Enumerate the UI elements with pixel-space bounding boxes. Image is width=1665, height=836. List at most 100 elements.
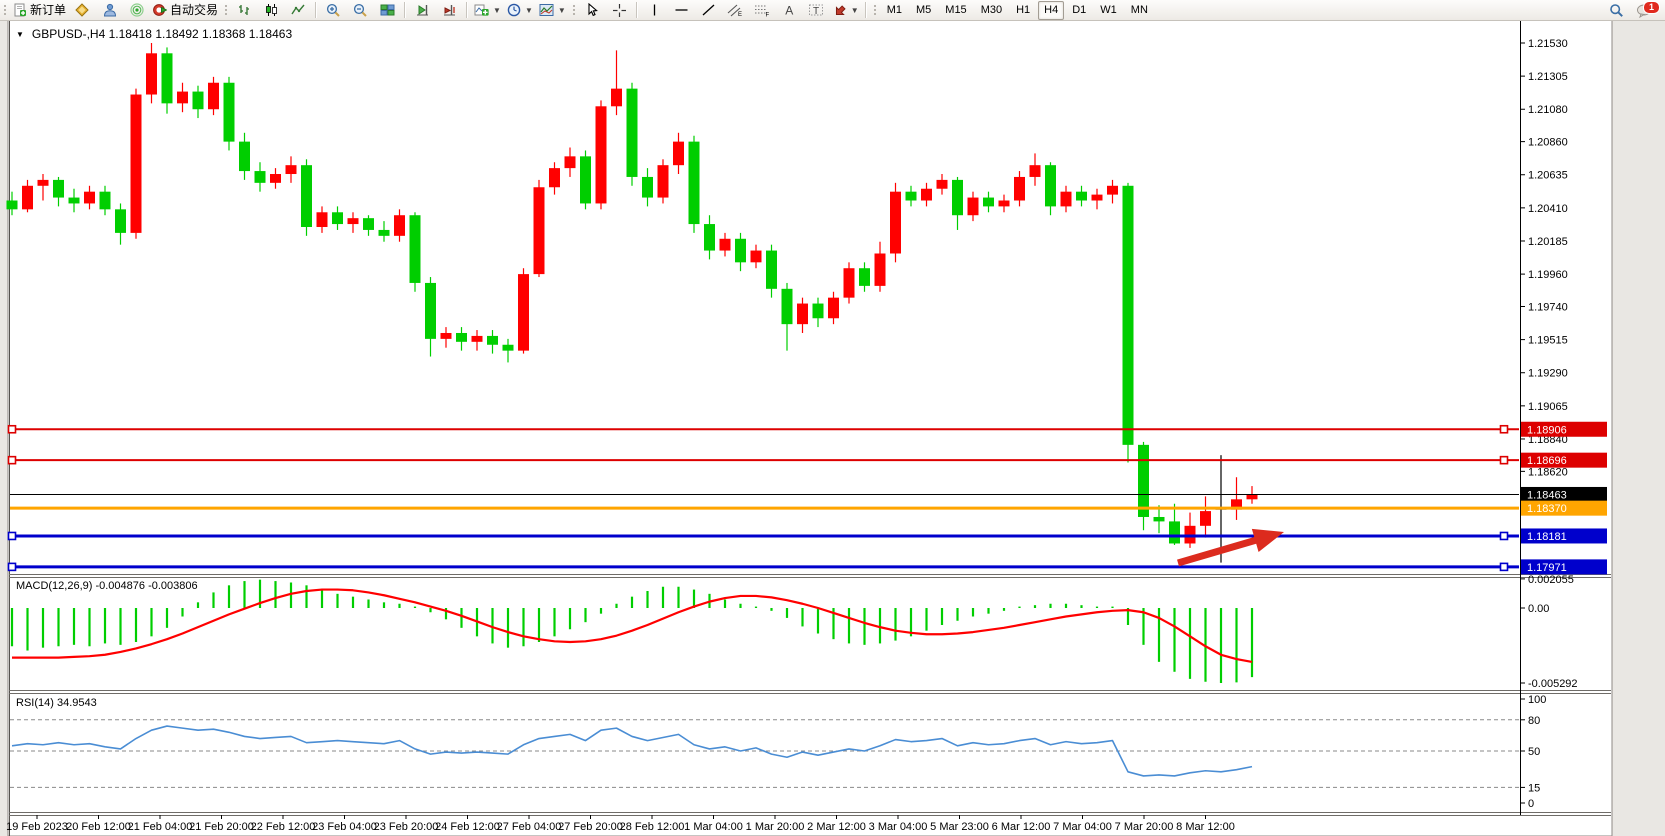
toolbar-grip[interactable] [2,3,7,17]
candle-body [657,165,669,198]
rsi-line [11,725,1253,777]
fibonacci-button[interactable]: F [749,0,776,20]
timeframe-button-W1[interactable]: W1 [1100,4,1117,16]
candle-body [781,288,793,325]
price-label-1.17971: 1.17971 [1527,562,1567,574]
timeframe-button-H1[interactable]: H1 [1016,4,1031,16]
time-tick-label: 21 Feb 04:00 [128,821,193,833]
timeframe-button-MN[interactable]: MN [1130,4,1148,16]
line-handle[interactable] [1499,531,1509,541]
annotation-arrow[interactable] [1177,528,1284,567]
line-handle[interactable] [7,531,17,541]
timeframe-button-H4[interactable]: H4 [1038,0,1065,20]
periods-dropdown-caret: ▼ [524,5,533,15]
toolbar-grip[interactable] [223,3,229,17]
candle-body [208,82,219,110]
candle-body [766,250,777,289]
candlestick-chart-button[interactable] [258,0,285,20]
price-tick-label: 1.18840 [1528,434,1568,446]
line-chart-button[interactable] [285,0,312,20]
candle-body [192,91,204,110]
time-tick-label: 7 Mar 04:00 [1053,821,1112,833]
text-button[interactable]: A [776,0,803,20]
toolbar-right: 1 [1603,0,1661,20]
candle-body [1169,521,1180,544]
candle-body [890,191,901,254]
tile-windows-button[interactable] [374,0,401,20]
candle-body [921,188,932,201]
candle-body [1014,176,1025,201]
toolbar-grip[interactable] [570,3,576,17]
price-tick-label: 1.21305 [1528,71,1568,83]
line-handle[interactable] [7,562,17,572]
time-tick-label: 7 Mar 20:00 [1115,821,1174,833]
rsi-tick-label: 80 [1528,715,1540,727]
time-tick-label: 2 Mar 12:00 [807,821,866,833]
profile-button[interactable] [96,0,123,20]
timeframe-button-M1[interactable]: M1 [886,4,902,16]
line-handle[interactable] [1499,424,1509,434]
time-tick-label: 1 Mar 20:00 [746,821,805,833]
timeframe-button-M5[interactable]: M5 [916,4,932,16]
zoom-out-button[interactable] [347,0,374,20]
price-label-1.18370: 1.18370 [1527,503,1567,515]
text-label-button[interactable]: T [803,0,830,20]
line-handle[interactable] [7,424,17,434]
bar-chart-button[interactable] [231,0,258,20]
chart-shift-button[interactable] [436,0,463,20]
price-tick-label: 1.20635 [1528,170,1568,182]
candlestick-chart-icon [264,3,279,17]
chart-window [7,19,1613,836]
line-handle[interactable] [1499,562,1509,572]
styler-button[interactable] [69,0,96,20]
search-button[interactable] [1603,0,1630,20]
candle-body [471,335,483,342]
toolbar-grip[interactable] [871,3,877,17]
candle-body [998,200,1010,207]
arrows-button[interactable]: ▼ [830,0,862,20]
price-label-1.18906: 1.18906 [1527,424,1567,436]
notification-badge: 1 [1643,1,1660,14]
macd-tick-label: -0.005292 [1528,678,1578,690]
rsi-tick-label: 50 [1528,746,1540,758]
timeframe-button-M30[interactable]: M30 [980,4,1003,16]
equidistant-channel-button[interactable]: E [722,0,749,20]
line-handle[interactable] [1499,455,1509,465]
candle-body [1045,165,1056,207]
timeframe-button-M15[interactable]: M15 [945,4,967,16]
indicators-button[interactable]: ▼ [471,0,504,20]
auto-trading-button[interactable]: 自动交易 [150,0,221,20]
clock-icon [507,3,521,17]
candle-body [316,212,328,227]
macd-tick-label: 0.002055 [1528,574,1574,586]
trendline-button[interactable] [695,0,722,20]
time-tick-label: 20 Feb 12:00 [66,821,131,833]
timeframe-button-D1[interactable]: D1 [1072,4,1087,16]
new-order-button[interactable]: 新订单 [10,0,69,20]
cursor-button[interactable] [579,0,606,20]
price-tick-label: 1.19290 [1528,368,1568,380]
vertical-line-button[interactable] [641,0,668,20]
line-handle[interactable] [7,455,17,465]
toolbar-separator [635,2,638,18]
periods-button[interactable]: ▼ [504,0,536,20]
candle-body [347,218,359,225]
time-tick-label: 19 Feb 2023 [6,821,68,833]
candle-body [595,106,607,204]
templates-button[interactable]: ▼ [536,0,569,20]
zoom-in-button[interactable] [320,0,347,20]
crosshair-button[interactable] [606,0,633,20]
candle-body [1091,194,1103,201]
auto-scroll-button[interactable] [409,0,436,20]
notifications-button[interactable]: 1 [1630,0,1660,20]
signals-button[interactable] [123,0,150,20]
price-tick-label: 1.19065 [1528,401,1568,413]
horizontal-line-button[interactable] [668,0,695,20]
trendline-icon [701,3,716,17]
auto-scroll-icon [415,3,430,17]
crosshair-icon [612,3,627,18]
toolbar: 新订单 自动交易 [0,0,1665,21]
candle-body [688,141,700,225]
price-label-bg [1521,421,1607,437]
